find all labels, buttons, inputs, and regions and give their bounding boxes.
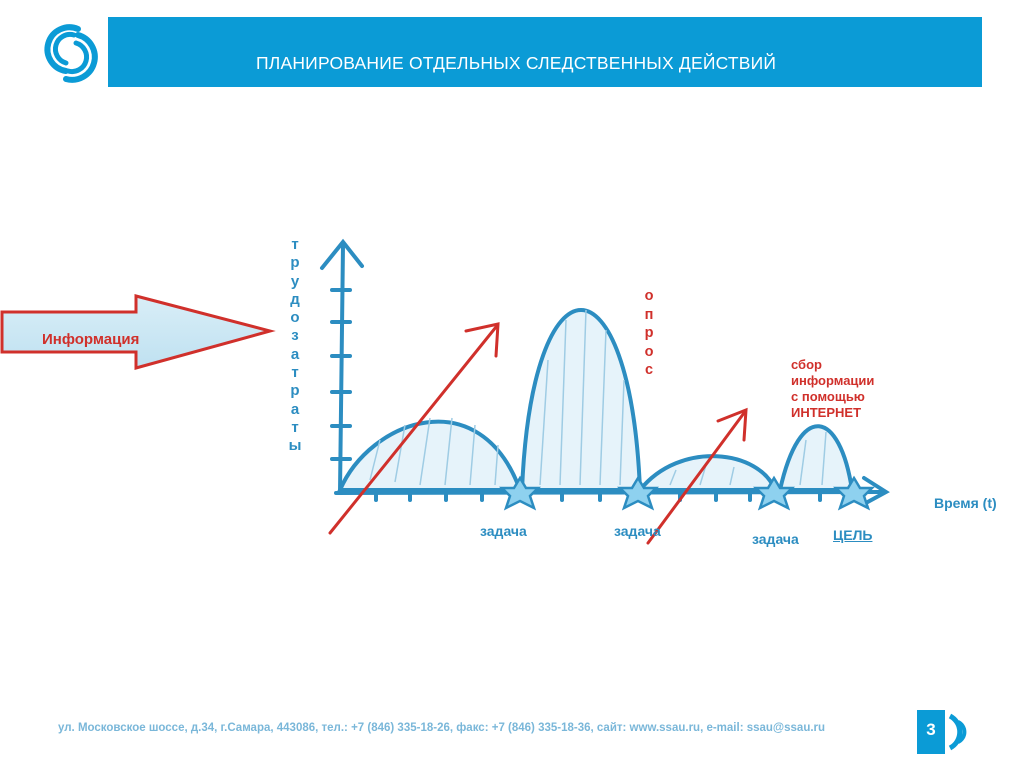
- task-label-1: задача: [480, 523, 527, 539]
- footer-address: ул. Московское шоссе, д.34, г.Самара, 44…: [58, 722, 826, 734]
- page-number: 3: [926, 720, 936, 739]
- task-star-1: [498, 475, 542, 511]
- page-number-box: [917, 710, 945, 754]
- red-arrow-1: [328, 325, 498, 535]
- hump-4: [777, 424, 855, 492]
- page-title: ПЛАНИРОВАНИЕ ОТДЕЛЬНЫХ СЛЕДСТВЕННЫХ ДЕЙС…: [256, 53, 777, 73]
- x-axis: [334, 490, 886, 495]
- task-star-3: [752, 475, 796, 511]
- hump-2: [519, 308, 643, 492]
- y-axis-label-labor-costs: т р у д о з а т р а т ы: [288, 236, 302, 455]
- header-bar: ПЛАНИРОВАНИЕ ОТДЕЛЬНЫХ СЛЕДСТВЕННЫХ ДЕЙС…: [36, 17, 982, 87]
- y-axis-arrowhead: [320, 238, 364, 270]
- task-star-2: [616, 475, 660, 511]
- task-label-2: задача: [614, 523, 661, 539]
- ssau-logo-icon: [44, 24, 98, 83]
- footer-logo-icon: [948, 713, 967, 751]
- university-logo: [36, 17, 108, 87]
- information-arrow: [0, 294, 276, 370]
- red-arrow-2: [646, 411, 746, 545]
- internet-info-label: сбор информации с помощью ИНТЕРНЕТ: [791, 357, 875, 420]
- survey-label: о п р о с: [644, 288, 654, 378]
- hump-1: [336, 419, 523, 492]
- task-label-3: задача: [752, 531, 799, 547]
- x-axis-arrowhead: [862, 476, 890, 506]
- goal-label: ЦЕЛЬ: [833, 527, 873, 543]
- x-axis-label: Время (t): [934, 495, 997, 511]
- information-label: Информация: [42, 331, 140, 348]
- goal-star: [832, 475, 876, 511]
- y-axis: [338, 243, 345, 494]
